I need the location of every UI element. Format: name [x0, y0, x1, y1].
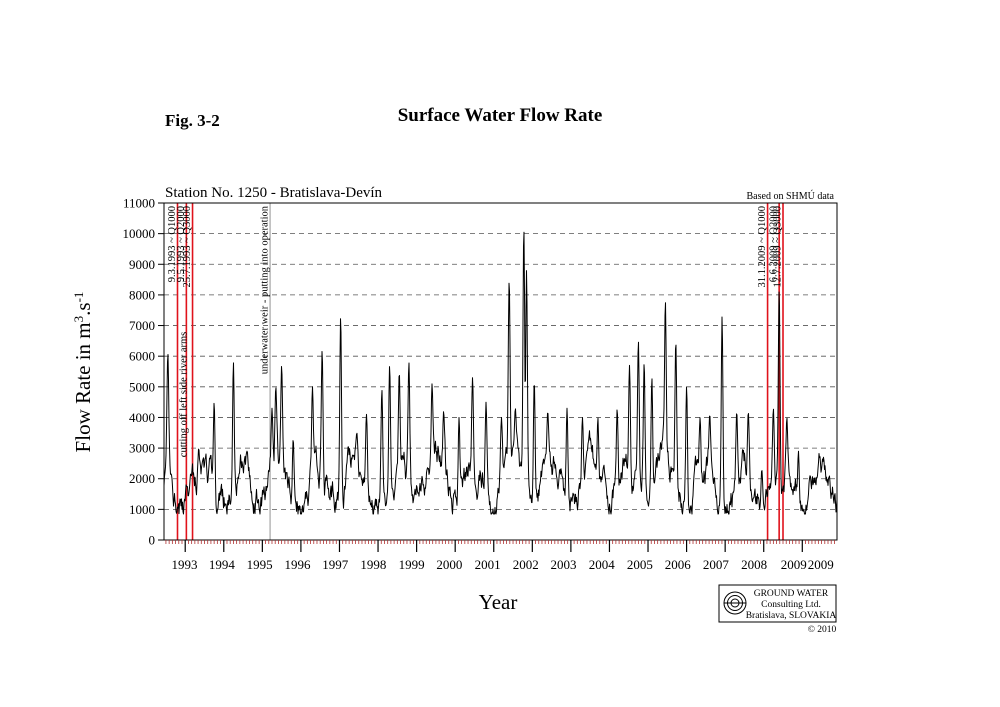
y-tick-label: 5000 [129, 379, 155, 394]
station-label: Station No. 1250 - Bratislava-Devín [165, 185, 383, 201]
y-tick-label: 9000 [129, 257, 155, 272]
y-tick-label: 7000 [129, 318, 155, 333]
y-tick-label: 6000 [129, 349, 155, 364]
event-label: 9.3.1993 ~ Q1000 [167, 206, 178, 282]
x-year-label: 1996 [284, 557, 311, 572]
event-label: 12.7.2009 ~ Q3000 [773, 206, 784, 288]
y-tick-label: 4000 [129, 410, 155, 425]
logo-emblem-icon [723, 591, 747, 615]
x-year-label: 2001 [475, 557, 501, 572]
logo-line-3: Bratislava, SLOVAKIA [746, 611, 837, 621]
y-tick-label: 0 [149, 533, 156, 548]
y-tick-label: 1000 [129, 502, 155, 517]
x-year-label: 2006 [665, 557, 692, 572]
copyright: © 2010 [808, 624, 837, 635]
x-year-label: 1997 [322, 557, 349, 572]
y-tick-label: 10000 [123, 226, 156, 241]
x-year-label: 2007 [703, 557, 730, 572]
company-logo: GROUND WATER Consulting Ltd. Bratislava,… [718, 584, 837, 623]
y-axis-title-mid: .s [71, 302, 95, 315]
event-label: 6.6.2009 ~ Q2000 [769, 206, 780, 282]
x-year-label: 1993 [171, 557, 197, 572]
y-axis-title: Flow Rate in m3.s-1 [71, 292, 96, 453]
flow-series-line [163, 231, 838, 515]
x-year-label: 2008 [741, 557, 767, 572]
x-ticks: 1993 1994 1995 1996 1997 1998 1999 2000 2001 2002… [165, 540, 835, 572]
x-year-label: 1999 [399, 557, 425, 572]
figure-label: Fig. 3-2 [165, 111, 220, 130]
x-year-label: 1995 [247, 557, 273, 572]
marker-label: underwater weir - putting into operation [260, 205, 271, 374]
x-year-label: 2004 [589, 557, 616, 572]
y-ticks: 0 1000 2000 3000 4000 5000 6000 7000 8000 9000 100… [123, 196, 164, 548]
event-label: 25.7.1993 ~ Q3000 [182, 206, 193, 288]
marker-label: cutting off left side river arms [178, 332, 189, 457]
x-year-label: 1998 [360, 557, 386, 572]
x-year-label: 2003 [551, 557, 577, 572]
x-year-label: 2009 [808, 557, 834, 572]
y-tick-label: 11000 [123, 196, 155, 211]
x-year-label: 2002 [513, 557, 539, 572]
event-label: 31.1.2009 ~ Q1000 [757, 206, 768, 288]
x-year-label: 2009 [781, 557, 807, 572]
source-note: Based on SHMÚ data [747, 190, 835, 202]
y-axis-title-sup3: 3 [71, 316, 86, 323]
x-year-label: 2000 [436, 557, 462, 572]
logo-line-1: GROUND WATER [754, 589, 829, 599]
y-axis-title-supm1: -1 [71, 292, 86, 303]
y-axis-title-main: Flow Rate in m [71, 322, 95, 452]
y-tick-label: 3000 [129, 441, 155, 456]
chart-title: Surface Water Flow Rate [398, 105, 603, 126]
logo-frame [718, 584, 837, 623]
event-label: 9.5.1993 ~ Q2000 [176, 206, 187, 282]
y-tick-label: 2000 [129, 471, 155, 486]
logo-line-2: Consulting Ltd. [761, 600, 821, 610]
x-year-label: 2005 [627, 557, 653, 572]
gridlines [164, 233, 837, 510]
x-axis-title: Year [479, 590, 518, 614]
y-tick-label: 8000 [129, 287, 155, 302]
x-year-label: 1994 [209, 557, 236, 572]
